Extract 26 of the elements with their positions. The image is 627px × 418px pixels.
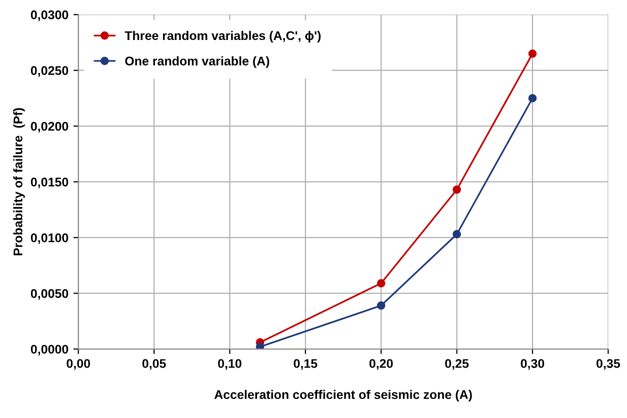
x-tick-label: 0,10 [218,359,242,370]
point [376,301,386,310]
x-tick-label: 0,05 [142,359,166,370]
y-tick-label: 0,0300 [30,10,68,22]
x-tick-label: 0,15 [294,359,318,370]
x-tick-label: 0,35 [596,359,620,370]
point [452,185,461,194]
y-tick-label: 0,0200 [30,122,68,133]
point [528,94,537,102]
point [256,342,264,350]
x-tick-label: 0,30 [520,359,544,370]
legend-label: Three random variables (A,C', ϕ') [124,30,321,43]
y-tick-label: 0,0000 [30,344,68,356]
y-tick-label: 0,0250 [30,66,68,77]
y-axis-title: Probability of failure (Pf) [13,108,25,256]
x-axis-title: Acceleration coefficient of seismic zone (A) [214,390,472,402]
x-tick-label: 0,25 [445,359,469,370]
legend-label: One random variable (A) [125,56,270,68]
point [376,279,386,288]
y-tick-label: 0,0100 [30,233,68,244]
y-tick-label: 0,0050 [30,289,68,300]
point [452,230,461,238]
y-tick-label: 0,0150 [30,178,68,188]
x-tick-label: 0,00 [66,359,90,370]
x-tick-label: 0,20 [369,359,393,370]
point [528,49,537,58]
